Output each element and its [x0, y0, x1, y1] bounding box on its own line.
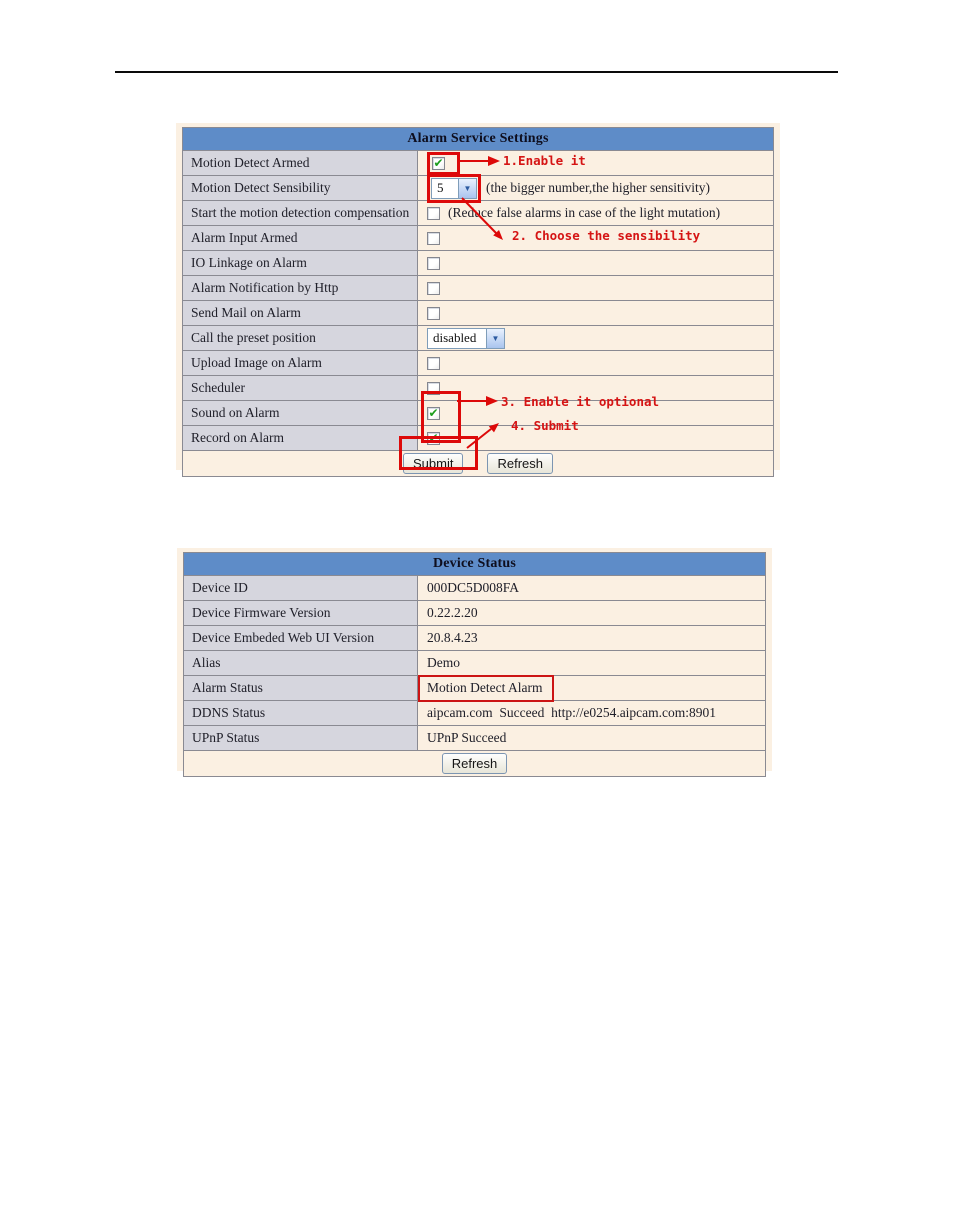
table-row: Device Firmware Version 0.22.2.20 — [184, 601, 765, 626]
upnp-status-value: UPnP Succeed — [427, 730, 507, 745]
table-row: UPnP Status UPnP Succeed — [184, 726, 765, 751]
row-label: Scheduler — [183, 376, 418, 400]
motion-detect-armed-checkbox[interactable]: ✔ — [432, 155, 445, 170]
row-label: Alarm Notification by Http — [183, 276, 418, 300]
check-icon: ✔ — [433, 155, 444, 170]
device-table-title: Device Status — [184, 553, 765, 576]
table-button-row: Submit Refresh — [183, 451, 773, 476]
preset-position-select[interactable]: disabled ▼ — [427, 327, 505, 349]
sound-on-alarm-checkbox[interactable]: ✔ — [427, 405, 440, 420]
row-label: Motion Detect Armed — [183, 151, 418, 175]
motion-compensation-checkbox[interactable] — [427, 206, 440, 220]
refresh-button[interactable]: Refresh — [487, 453, 553, 474]
table-row: Motion Detect Armed ✔ — [183, 151, 773, 176]
alarm-input-armed-checkbox[interactable] — [427, 231, 440, 245]
annotation-box-step2: 5 ▼ — [427, 173, 481, 203]
row-label: Upload Image on Alarm — [183, 351, 418, 375]
table-row: IO Linkage on Alarm — [183, 251, 773, 276]
table-row: Motion Detect Sensibility 5 ▼ (the bigge… — [183, 173, 773, 203]
row-label: Start the motion detection compensation — [183, 201, 418, 225]
table-row: DDNS Status aipcam.com Succeed http://e0… — [184, 701, 765, 726]
table-row: Upload Image on Alarm — [183, 351, 773, 376]
table-row: Alarm Notification by Http — [183, 276, 773, 301]
table-row: Record on Alarm ✔ — [183, 426, 773, 451]
row-label: Alias — [184, 651, 418, 675]
row-label: Sound on Alarm — [183, 401, 418, 425]
device-id-value: 000DC5D008FA — [427, 580, 520, 595]
row-label: Device Embeded Web UI Version — [184, 626, 418, 650]
chevron-down-icon[interactable]: ▼ — [458, 178, 476, 198]
annotation-step3-text: 3. Enable it optional — [501, 394, 660, 409]
device-refresh-button[interactable]: Refresh — [441, 753, 508, 774]
annotation-box-alarm-status: Motion Detect Alarm — [418, 674, 555, 702]
row-label: DDNS Status — [184, 701, 418, 725]
table-row: Alarm Status Motion Detect Alarm — [184, 674, 765, 702]
alarm-service-settings-table: Alarm Service Settings Motion Detect Arm… — [182, 127, 774, 477]
upload-image-checkbox[interactable] — [427, 356, 440, 370]
annotation-step4-text: 4. Submit — [511, 418, 579, 433]
row-label: Device Firmware Version — [184, 601, 418, 625]
table-row: Scheduler — [183, 376, 773, 401]
web-ui-version-value: 20.8.4.23 — [427, 630, 478, 645]
table-button-row: Refresh — [184, 751, 765, 776]
firmware-version-value: 0.22.2.20 — [427, 605, 478, 620]
ddns-status-value: aipcam.com Succeed http://e0254.aipcam.c… — [427, 705, 717, 720]
row-note: (the bigger number,the higher sensitivit… — [486, 180, 711, 195]
table-row: Device ID 000DC5D008FA — [184, 576, 765, 601]
table-row: Send Mail on Alarm — [183, 301, 773, 326]
alias-value: Demo — [427, 655, 460, 670]
table-row: Device Embeded Web UI Version 20.8.4.23 — [184, 626, 765, 651]
io-linkage-checkbox[interactable] — [427, 256, 440, 270]
annotation-box-step1: ✔ — [427, 151, 460, 175]
table-row: Alias Demo — [184, 651, 765, 676]
table-row: Call the preset position disabled ▼ — [183, 326, 773, 351]
table-row: Alarm Input Armed — [183, 226, 773, 251]
device-status-panel: Device Status Device ID 000DC5D008FA Dev… — [177, 548, 772, 777]
annotation-step1-text: 1.Enable it — [503, 153, 586, 168]
row-label: Record on Alarm — [183, 426, 418, 450]
alarm-service-settings-panel: Alarm Service Settings Motion Detect Arm… — [176, 123, 780, 477]
row-label: Device ID — [184, 576, 418, 600]
motion-detect-sensibility-select[interactable]: 5 ▼ — [431, 177, 477, 199]
check-icon: ✔ — [428, 405, 439, 420]
table-row: Start the motion detection compensation … — [183, 201, 773, 226]
page-header-rule — [115, 71, 838, 73]
row-label: Alarm Input Armed — [183, 226, 418, 250]
alarm-status-value: Motion Detect Alarm — [427, 679, 543, 695]
row-note: (Reduce false alarms in case of the ligh… — [448, 205, 721, 220]
table-row: Sound on Alarm ✔ — [183, 401, 773, 426]
row-label: Call the preset position — [183, 326, 418, 350]
row-label: UPnP Status — [184, 726, 418, 750]
row-label: Motion Detect Sensibility — [183, 176, 418, 200]
row-label: Alarm Status — [184, 676, 418, 700]
annotation-step2-text: 2. Choose the sensibility — [512, 228, 701, 243]
send-mail-checkbox[interactable] — [427, 306, 440, 320]
row-label: Send Mail on Alarm — [183, 301, 418, 325]
chevron-down-icon[interactable]: ▼ — [486, 328, 504, 348]
device-status-table: Device Status Device ID 000DC5D008FA Dev… — [183, 552, 766, 777]
annotation-box-submit — [399, 436, 478, 470]
alarm-notification-http-checkbox[interactable] — [427, 281, 440, 295]
row-label: IO Linkage on Alarm — [183, 251, 418, 275]
alarm-table-title: Alarm Service Settings — [183, 128, 773, 151]
annotation-box-step3-4 — [421, 391, 461, 443]
